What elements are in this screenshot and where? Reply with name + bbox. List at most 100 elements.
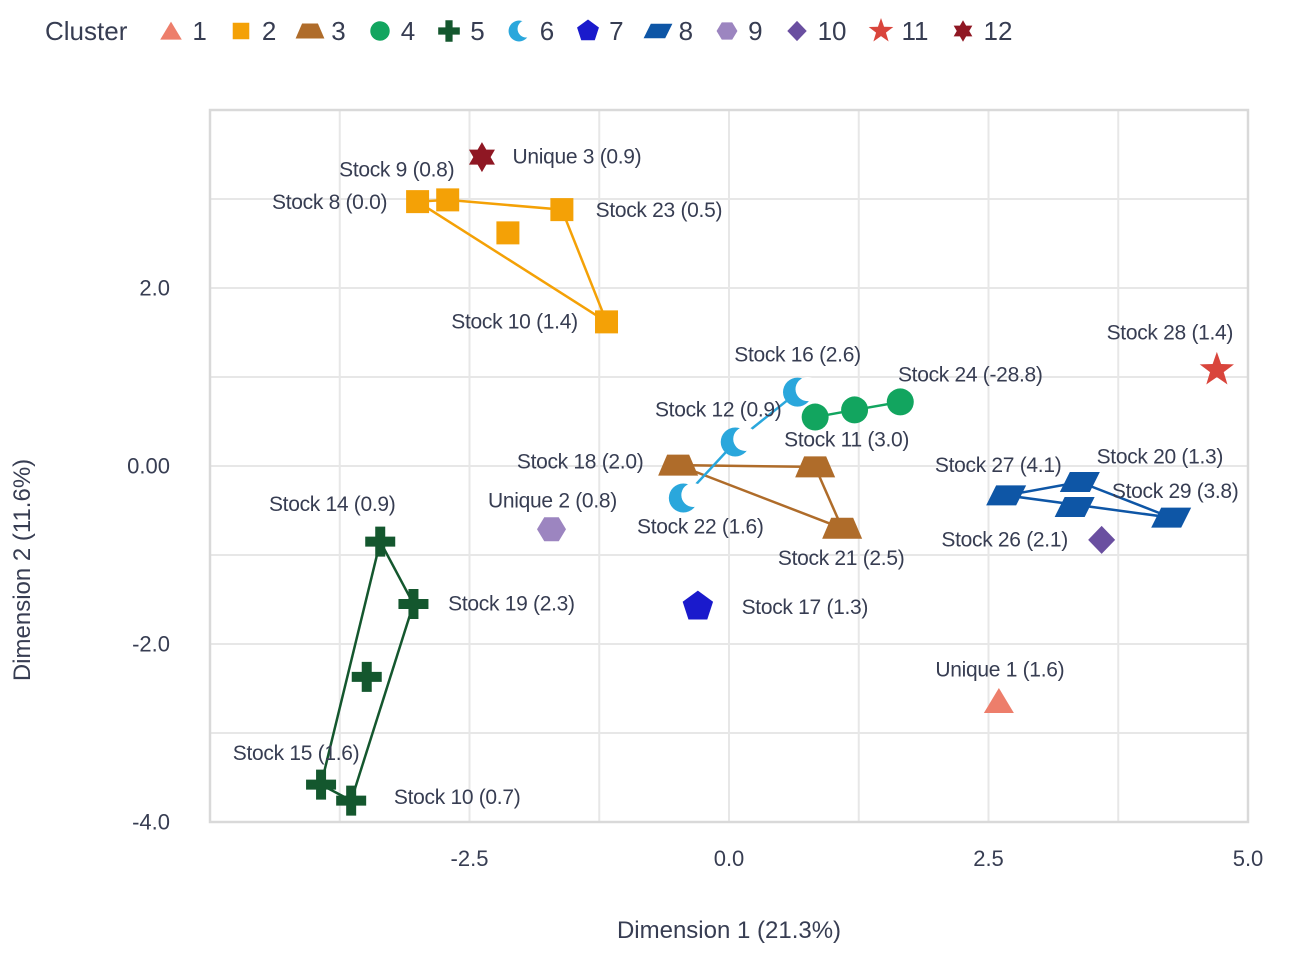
legend-item-label: 10: [817, 15, 847, 46]
point-label: Stock 22 (1.6): [637, 516, 764, 539]
point-label: Unique 2 (0.8): [488, 490, 617, 513]
point-label: Stock 8 (0.0): [272, 191, 387, 214]
legend-marker-shape: [868, 18, 893, 42]
x-tick-label: 2.5: [973, 846, 1004, 871]
data-point-marker-stock-23-0-5: [550, 198, 574, 222]
legend-marker-parallelogram-icon: [643, 23, 673, 39]
legend-marker-star6-icon: [953, 20, 972, 42]
legend-title: Cluster: [45, 15, 128, 46]
legend-marker-plus-icon: [438, 20, 461, 42]
legend-item-label: 3: [331, 15, 346, 46]
data-point-marker-stock-29-3-8: [1151, 507, 1192, 528]
point-label: Stock 16 (2.6): [734, 344, 861, 367]
point-label: Stock 17 (1.3): [742, 596, 869, 619]
legend-item-cluster-7: 7: [572, 15, 624, 47]
point-label: Stock 23 (0.5): [596, 199, 723, 222]
x-tick-label: 5.0: [1233, 846, 1264, 871]
legend-marker-star5-icon: [868, 18, 893, 42]
data-point-marker-stock-28-1-4: [1199, 351, 1234, 385]
cluster-5-link: [349, 603, 415, 802]
point-label: Stock 27 (4.1): [935, 454, 1062, 477]
legend-item-label: 5: [470, 15, 485, 46]
legend-item-cluster-1: 1: [155, 15, 207, 47]
data-point-marker: [795, 456, 836, 478]
legend-marker-shape: [438, 20, 461, 42]
data-point-marker-stock-11-3-0: [841, 396, 869, 424]
legend-item-label: 1: [192, 15, 207, 46]
legend-marker-shape: [716, 22, 738, 40]
data-point-marker-stock-20-1-3: [1059, 472, 1100, 493]
cluster-2-link: [560, 209, 608, 323]
legend-item-cluster-11: 11: [865, 16, 929, 47]
legend-marker-shape: [370, 21, 390, 41]
legend-marker-hexagon-icon: [716, 22, 738, 40]
point-label: Stock 9 (0.8): [339, 158, 454, 181]
legend-item-cluster-9: 9: [711, 15, 763, 47]
legend-item-cluster-6: 6: [503, 16, 554, 47]
point-label: Stock 21 (2.5): [778, 547, 905, 570]
data-point-marker-stock-14-0-9: [365, 526, 396, 557]
legend-marker-shape: [508, 20, 535, 42]
legend-item-label: 8: [678, 15, 694, 46]
chart-legend: Cluster 1 2 3 4 5 6 7 8 9 10 11 12: [45, 10, 1012, 52]
legend-marker-crescent-icon: [508, 20, 535, 42]
data-point-marker-stock-27-4-1: [986, 485, 1027, 506]
data-point-marker-stock-17-1-3: [682, 590, 714, 620]
point-label: Stock 15 (1.6): [233, 742, 360, 765]
data-point-marker-stock-10-0-7: [336, 785, 367, 816]
legend-item-label: 2: [261, 15, 277, 46]
point-label: Stock 18 (2.0): [517, 451, 644, 474]
legend-item-label: 7: [609, 15, 624, 46]
x-tick-label: 0.0: [714, 846, 745, 871]
y-tick-label: -4.0: [132, 810, 170, 835]
data-point-marker-stock-22-1-6: [668, 483, 706, 513]
data-point-marker: [1054, 496, 1095, 517]
cluster-links: [319, 198, 1172, 802]
legend-item-cluster-2: 2: [225, 16, 276, 47]
data-point-marker-stock-10-1-4: [595, 310, 619, 334]
legend-marker-square-icon: [232, 22, 250, 40]
data-point-marker: [801, 403, 829, 431]
data-points: [306, 142, 1234, 816]
cluster-8-link: [1079, 480, 1172, 519]
point-label: Unique 3 (0.9): [513, 146, 642, 169]
legend-item-label: 6: [539, 15, 555, 46]
legend-marker-shape: [232, 22, 250, 40]
y-tick-label: 2.0: [139, 276, 170, 301]
legend-marker-shape: [295, 23, 325, 39]
point-label: Stock 14 (0.9): [269, 493, 396, 516]
panel-border: [208, 108, 1250, 824]
legend-item-cluster-8: 8: [642, 16, 693, 47]
cluster-3-link: [678, 463, 816, 469]
y-axis-title: Dimension 2 (11.6%): [9, 459, 36, 681]
cluster-5-link: [319, 541, 382, 785]
data-point-marker: [496, 221, 520, 245]
point-label: Stock 24 (-28.8): [898, 363, 1043, 386]
point-label: Stock 19 (2.3): [448, 592, 575, 615]
data-point-marker-stock-16-2-6: [783, 377, 820, 407]
point-label: Stock 26 (2.1): [941, 528, 1068, 551]
data-point-marker-stock-8-0-0: [406, 190, 430, 214]
point-labels: Unique 1 (1.6) Stock 8 (0.0) Stock 9 (0.8)…: [233, 146, 1239, 809]
data-point-marker-unique-2-0-8: [537, 517, 567, 542]
point-label: Stock 10 (1.4): [451, 310, 578, 333]
legend-marker-pentagon-icon: [577, 19, 600, 41]
legend-marker-circle-icon: [370, 21, 390, 41]
data-point-marker-stock-26-2-1: [1088, 525, 1116, 554]
legend-item-cluster-3: 3: [294, 15, 346, 47]
data-point-marker-unique-1-1-6: [983, 687, 1014, 713]
point-label: Stock 10 (0.7): [394, 786, 521, 809]
data-point-marker-stock-18-2-0: [658, 454, 699, 476]
legend-marker-diamond-icon: [786, 20, 807, 42]
point-label: Stock 11 (3.0): [784, 428, 909, 451]
data-point-marker: [351, 661, 382, 692]
x-tick-label: -2.5: [451, 846, 489, 871]
gridlines: [210, 110, 1248, 822]
legend-marker-shape: [577, 19, 600, 41]
legend-marker-trapezoid-icon: [295, 23, 325, 39]
point-label: Stock 20 (1.3): [1097, 446, 1224, 469]
legend-item-cluster-10: 10: [781, 16, 847, 47]
point-label: Stock 29 (3.8): [1112, 480, 1239, 503]
legend-item-label: 9: [748, 15, 763, 46]
